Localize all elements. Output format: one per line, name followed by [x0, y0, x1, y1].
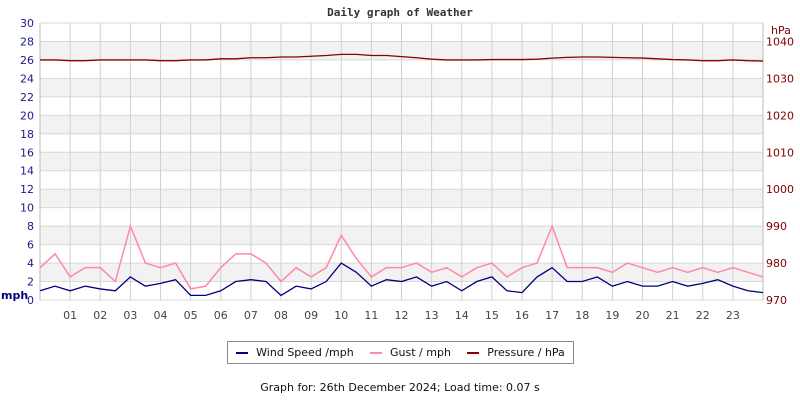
y-tick-label-left: 28 [20, 35, 34, 48]
legend-item-gust: Gust / mph [370, 346, 451, 359]
y-tick-label-right: 1000 [766, 183, 794, 196]
y-tick-label-left: 24 [20, 72, 34, 85]
footer-text: Graph for: 26th December 2024; Load time… [260, 381, 540, 394]
wind-speed-line [39, 262, 764, 297]
y-tick-label-left: 16 [20, 146, 34, 159]
y-tick-label-right: 1010 [766, 146, 794, 159]
y-tick-label-left: 30 [20, 17, 34, 30]
wind-swatch [236, 351, 249, 354]
x-tick-label: 08 [274, 309, 288, 322]
pressure-swatch [467, 351, 480, 354]
y-tick-label-left: 26 [20, 54, 34, 67]
x-tick-label: 21 [666, 309, 680, 322]
chart-title: Daily graph of Weather [327, 6, 473, 19]
y-tick-label-right: 990 [766, 220, 787, 233]
pressure-line [40, 53, 764, 62]
x-tick-label: 03 [123, 309, 137, 322]
x-tick-label: 18 [575, 309, 589, 322]
x-tick-label: 10 [334, 309, 348, 322]
y-tick-label-left: 18 [20, 128, 34, 141]
y-tick-label-left: 20 [20, 109, 34, 122]
x-tick-label: 11 [364, 309, 378, 322]
legend-item-wind: Wind Speed /mph [236, 346, 354, 359]
x-tick-label: 20 [636, 309, 650, 322]
y-tick-label-left: 10 [20, 202, 34, 215]
x-tick-label: 22 [696, 309, 710, 322]
x-tick-label: 02 [93, 309, 107, 322]
legend: Wind Speed /mph Gust / mph Pressure / hP… [227, 341, 574, 364]
x-tick-label: 09 [304, 309, 318, 322]
y-tick-label-left: 2 [27, 276, 34, 289]
y-tick-label-left: 22 [20, 91, 34, 104]
y-tick-label-right: 1040 [766, 35, 794, 48]
x-tick-label: 15 [485, 309, 499, 322]
y-tick-label-right: 1020 [766, 109, 794, 122]
y-tick-label-left: 4 [27, 257, 34, 270]
y-tick-label-right: 1030 [766, 72, 794, 85]
x-tick-label: 04 [154, 309, 168, 322]
x-tick-label: 13 [425, 309, 439, 322]
y-tick-label-left: 6 [27, 239, 34, 252]
y-tick-label-right: 980 [766, 257, 787, 270]
x-tick-label: 07 [244, 309, 258, 322]
y-tick-label-left: 0 [27, 294, 34, 307]
y-tick-label-left: 12 [20, 183, 34, 196]
legend-item-pressure: Pressure / hPa [467, 346, 565, 359]
gust-swatch [370, 351, 383, 354]
x-tick-label: 05 [184, 309, 198, 322]
y-axis-label-left: mph [1, 289, 28, 302]
y-tick-label-left: 14 [20, 165, 34, 178]
x-tick-label: 23 [726, 309, 740, 322]
legend-label: Pressure / hPa [487, 346, 565, 359]
y-axis-label-right: hPa [771, 24, 791, 37]
x-tick-label: 12 [395, 309, 409, 322]
legend-label: Gust / mph [390, 346, 451, 359]
x-tick-label: 16 [515, 309, 529, 322]
y-tick-label-left: 8 [27, 220, 34, 233]
x-tick-label: 14 [455, 309, 469, 322]
x-tick-label: 06 [214, 309, 228, 322]
y-tick-label-right: 970 [766, 294, 787, 307]
x-tick-label: 19 [605, 309, 619, 322]
legend-label: Wind Speed /mph [256, 346, 354, 359]
chart-svg: 0246810121416182022242628309709809901000… [1, 17, 794, 322]
gust-line [39, 223, 764, 290]
x-tick-label: 17 [545, 309, 559, 322]
x-tick-label: 01 [63, 309, 77, 322]
